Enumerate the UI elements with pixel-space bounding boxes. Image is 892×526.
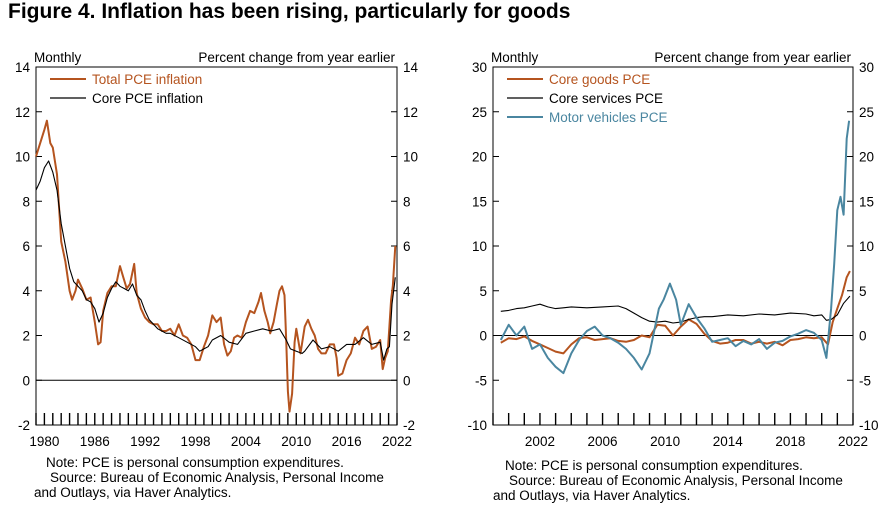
right-ytick-label-right: 20 [859,150,874,165]
left-legend-label-1: Total PCE inflation [92,72,202,87]
left-xtick-label: 2010 [281,434,311,449]
left-ytick-label-left: -2 [18,418,30,433]
left-ytick-label-left: 0 [22,373,30,388]
left-ytick-label-left: 2 [22,329,30,344]
figure-title: Figure 4. Inflation has been rising, par… [8,0,571,23]
right-ytick-label-left: -5 [475,373,487,388]
right-series-line-2 [500,295,851,324]
left-xtick-label: 2022 [382,434,412,449]
left-series-line-2 [35,160,396,361]
right-unit-label-left: Monthly [491,50,539,65]
right-xtick-label: 2014 [713,434,744,449]
right-unit-label-right: Percent change from year earlier [654,50,851,65]
right-xtick-label: 2006 [588,434,618,449]
right-ytick-label-right: 15 [859,194,874,209]
right-ytick-label-left: 25 [472,105,487,120]
right-ytick-label-right: 10 [859,239,874,254]
right-xtick-label: 2022 [838,434,868,449]
left-xtick-label: 1986 [80,434,110,449]
right-ytick-label-right: 30 [859,60,874,75]
left-ytick-label-left: 10 [15,150,30,165]
right-ytick-label-left: 0 [479,329,487,344]
right-ytick-label-left: -10 [467,418,487,433]
right-ytick-label-right: -5 [859,373,871,388]
left-unit-label-left: Monthly [34,50,82,65]
left-ytick-label-right: 14 [403,60,419,75]
right-series-line-3 [499,120,851,375]
right-legend-label-1: Core goods PCE [549,72,650,87]
right-ytick-label-left: 30 [472,60,487,75]
left-source-line-1: Source: Bureau of Economic Analysis, Per… [50,470,384,485]
right-ytick-label-left: 20 [472,150,487,165]
left-xtick-label: 1998 [180,434,210,449]
right-legend-label-2: Core services PCE [549,91,663,106]
left-ytick-label-right: 4 [403,284,411,299]
left-unit-label-right: Percent change from year earlier [198,50,395,65]
right-plot-frame [492,66,854,426]
right-ytick-label-left: 5 [479,284,487,299]
left-ytick-label-right: 0 [403,373,411,388]
left-ytick-label-left: 8 [22,194,30,209]
left-note-text: Note: PCE is personal consumption expend… [46,455,344,470]
right-ytick-label-right: 0 [859,329,867,344]
left-ytick-label-left: 6 [22,239,30,254]
right-ytick-label-left: 10 [472,239,487,254]
left-ytick-label-right: 8 [403,194,411,209]
left-xtick-label: 1992 [130,434,160,449]
right-xtick-label: 2010 [650,434,680,449]
right-ytick-label-left: 15 [472,194,487,209]
left-ytick-label-right: 12 [403,105,418,120]
left-ytick-label-left: 12 [15,105,30,120]
left-ytick-label-right: 10 [403,150,418,165]
left-ytick-label-right: 2 [403,329,411,344]
right-source-line-1: Source: Bureau of Economic Analysis, Per… [509,473,843,488]
right-source-line-2: and Outlays, via Haver Analytics. [493,488,691,503]
left-ytick-label-left: 4 [22,284,30,299]
right-chart-note: Note: PCE is personal consumption expend… [493,458,843,503]
left-ytick-label-right: -2 [403,418,415,433]
left-ytick-label-right: 6 [403,239,411,254]
left-series-line-1 [35,119,397,413]
left-chart-note: Note: PCE is personal consumption expend… [34,455,384,500]
left-xtick-label: 2016 [332,434,362,449]
left-legend-label-2: Core PCE inflation [92,91,203,106]
right-note-text: Note: PCE is personal consumption expend… [505,458,803,473]
left-xtick-label: 2004 [231,434,262,449]
right-ytick-label-right: 5 [859,284,867,299]
right-ytick-label-right: 25 [859,105,874,120]
left-xtick-label: 1980 [29,434,59,449]
right-series-line-1 [500,270,851,355]
left-ytick-label-left: 14 [15,60,31,75]
right-xtick-label: 2018 [775,434,805,449]
right-ytick-label-right: -10 [859,418,879,433]
right-xtick-label: 2002 [525,434,555,449]
right-legend-label-3: Motor vehicles PCE [549,110,668,125]
left-source-line-2: and Outlays, via Haver Analytics. [34,485,232,500]
